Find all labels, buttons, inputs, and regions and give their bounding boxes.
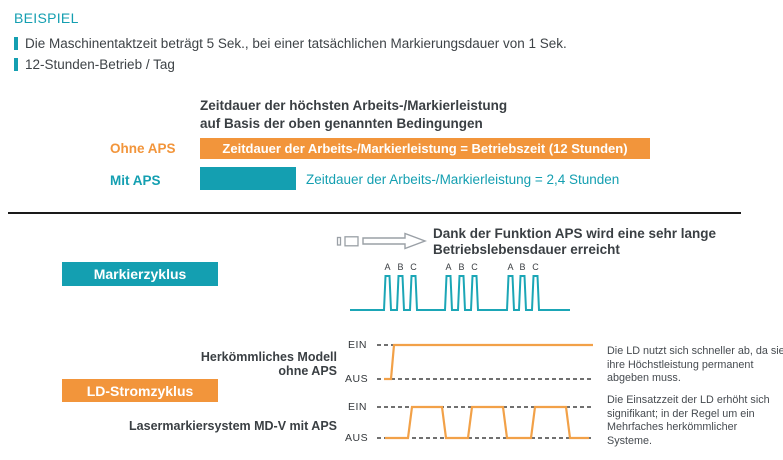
markierzyklus-pulse-line <box>350 275 570 311</box>
benefit-text: Dank der Funktion APS wird eine sehr lan… <box>433 226 716 258</box>
note-mdv: Die Einsatzzeit der LD erhöht sich signi… <box>607 394 770 447</box>
bullet-square-icon <box>14 37 18 50</box>
markierzyklus-waveform: A B C A B C A B C <box>350 262 570 311</box>
ld-stromzyklus-chip-text: LD-Stromzyklus <box>86 382 194 399</box>
benefit-line1: Dank der Funktion APS wird eine sehr lan… <box>433 226 717 241</box>
ein-label-mdv: EIN <box>348 401 368 413</box>
ein-label-conventional: EIN <box>348 339 368 351</box>
benefit-line2: Betriebslebensdauer erreicht <box>433 242 620 257</box>
ld-waveform-conventional <box>377 343 593 381</box>
pulse-label: C <box>410 262 417 272</box>
section-eyebrow: BEISPIEL <box>14 10 79 26</box>
bullet-square-icon <box>14 58 18 71</box>
pulse-label: C <box>471 262 478 272</box>
comparison-heading-line2: auf Basis der oben genannten Bedingungen <box>200 116 483 131</box>
aus-label-mdv: AUS <box>345 432 369 444</box>
mdv-model-label: Lasermarkiersystem MD-V mit APS <box>129 419 337 433</box>
bar-ohne-aps-text: Zeitdauer der Arbeits-/Markierleistung =… <box>222 141 628 156</box>
conventional-model-label-line2: ohne APS <box>278 364 337 378</box>
note-conventional: Die LD nutzt sich schneller ab, da sie i… <box>607 345 783 384</box>
label-mit-aps: Mit APS <box>110 173 161 188</box>
markierzyklus-chip-text: Markierzyklus <box>93 266 187 282</box>
ld-current-line-conventional <box>384 343 593 381</box>
arrow-trail-medium <box>344 236 359 247</box>
pulse-label: C <box>532 262 539 272</box>
comparison-heading: Zeitdauer der höchsten Arbeits-/Markierl… <box>200 97 507 133</box>
markierzyklus-chip: Markierzyklus <box>62 262 218 286</box>
conventional-model-label-line1: Herkömmliches Modell <box>200 350 337 364</box>
ld-current-line-mdv <box>385 405 589 440</box>
divider-line <box>8 212 741 214</box>
aus-label-conventional: AUS <box>345 373 369 385</box>
ld-waveform-mdv <box>377 405 591 440</box>
arrow-body <box>362 232 427 250</box>
bullet-item: 12-Stunden-Betrieb / Tag <box>14 57 654 72</box>
comparison-heading-line1: Zeitdauer der höchsten Arbeits-/Markierl… <box>200 98 508 113</box>
pulse-label: B <box>458 262 464 272</box>
ld-stromzyklus-chip: LD-Stromzyklus <box>62 379 218 402</box>
bullet-item: Die Maschinentaktzeit beträgt 5 Sek., be… <box>14 36 654 51</box>
bullet-text: 12-Stunden-Betrieb / Tag <box>25 57 175 72</box>
pulse-label: A <box>384 262 390 272</box>
bar-ohne-aps: Zeitdauer der Arbeits-/Markierleistung =… <box>200 138 650 159</box>
pulse-label: A <box>445 262 451 272</box>
bullet-text: Die Maschinentaktzeit beträgt 5 Sek., be… <box>25 36 567 51</box>
arrow-trail-small <box>336 236 342 246</box>
speed-arrow-icon <box>336 232 427 250</box>
bar-mit-aps <box>200 167 296 190</box>
pulse-label: B <box>519 262 525 272</box>
pulse-label: B <box>397 262 403 272</box>
bar-mit-aps-caption: Zeitdauer der Arbeits-/Markierleistung =… <box>306 172 620 187</box>
label-ohne-aps: Ohne APS <box>110 141 176 156</box>
conventional-model-label: Herkömmliches Modell ohne APS <box>120 350 337 378</box>
pulse-label: A <box>507 262 513 272</box>
